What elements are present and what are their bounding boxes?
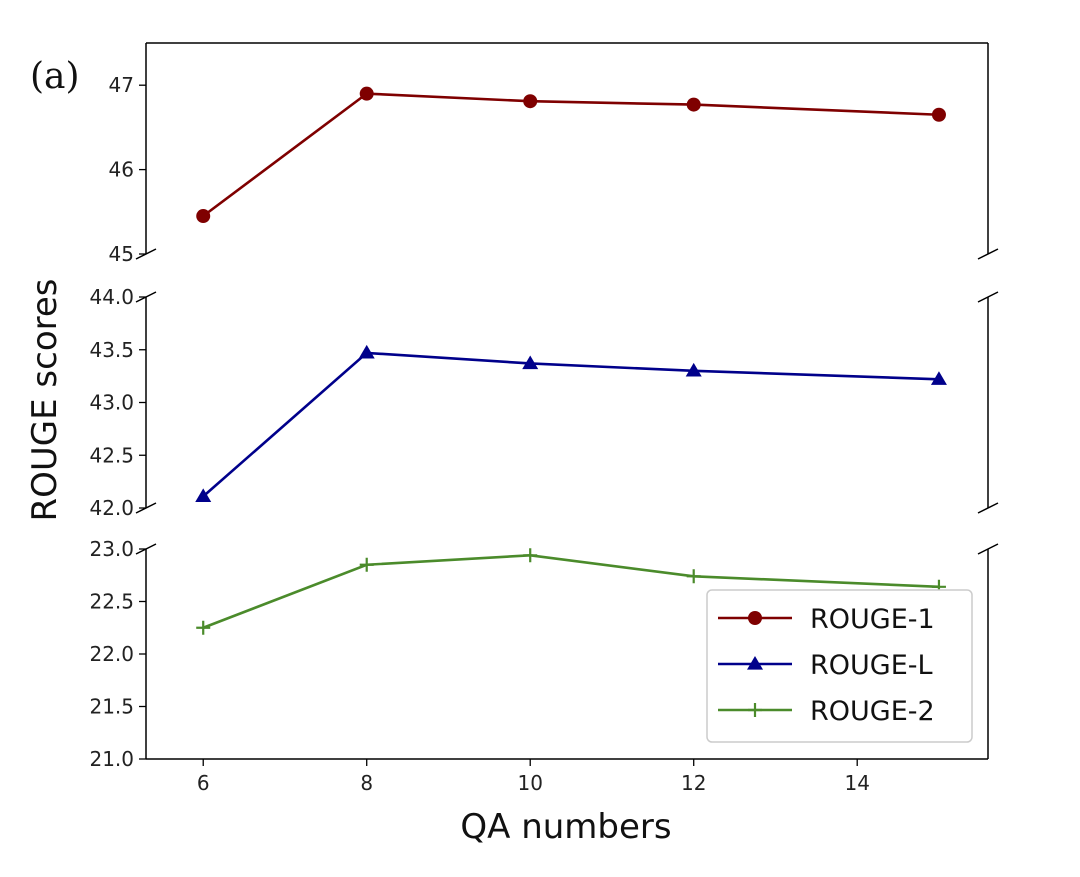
y-tick-label: 43.5 xyxy=(89,338,134,362)
data-point-rouge-1 xyxy=(686,97,701,112)
y-tick-label: 22.0 xyxy=(89,642,134,666)
data-point-rouge-l xyxy=(195,488,212,502)
x-tick-label: 6 xyxy=(197,771,210,795)
data-point-rouge-2 xyxy=(686,569,701,584)
x-tick-label: 12 xyxy=(681,771,706,795)
x-axis-title: QA numbers xyxy=(460,807,671,847)
y-tick-label: 44.0 xyxy=(89,285,134,309)
legend-marker-rouge-2 xyxy=(748,703,762,717)
y-tick-label: 42.0 xyxy=(89,496,134,520)
legend-marker-rouge-1 xyxy=(748,611,762,625)
y-tick-label: 21.0 xyxy=(89,747,134,771)
x-tick-label: 10 xyxy=(517,771,542,795)
y-tick-label: 46 xyxy=(109,158,134,182)
data-point-rouge-l xyxy=(358,344,375,359)
axis-break-mark xyxy=(977,502,999,514)
legend-label-rouge-l: ROUGE-L xyxy=(810,650,933,681)
legend: ROUGE-1 ROUGE-L ROUGE-2 xyxy=(706,589,973,743)
data-point-rouge-1 xyxy=(523,94,538,109)
data-point-rouge-1 xyxy=(931,107,946,122)
y-tick-label: 45 xyxy=(109,242,134,266)
data-point-rouge-l xyxy=(685,362,702,377)
plot-area: 45 46 47 42.0 42.5 43.0 43.5 44.0 21.0 21.5 22.0 22… xyxy=(89,42,999,795)
y-tick-label: 23.0 xyxy=(89,537,134,561)
x-tick-label: 8 xyxy=(360,771,373,795)
legend-label-rouge-1: ROUGE-1 xyxy=(810,604,935,635)
legend-label-rouge-2: ROUGE-2 xyxy=(810,696,935,727)
y-tick-label: 21.5 xyxy=(89,695,134,719)
series-line-rouge-1 xyxy=(202,92,940,218)
legend-box xyxy=(706,589,973,743)
data-point-rouge-l xyxy=(522,355,539,370)
data-point-rouge-2 xyxy=(196,620,211,635)
y-tick-label: 42.5 xyxy=(89,443,134,467)
series-line-rouge-l xyxy=(202,351,939,498)
y-tick-label: 47 xyxy=(109,73,134,97)
y-tick-label: 43.0 xyxy=(89,391,134,415)
data-point-rouge-1 xyxy=(359,86,374,101)
y-tick-label: 22.5 xyxy=(89,590,134,614)
axis-break-mark xyxy=(977,291,999,303)
data-point-rouge-1 xyxy=(196,209,211,224)
data-point-rouge-2 xyxy=(523,548,538,563)
data-point-rouge-l xyxy=(930,371,947,385)
panel-label: (a) xyxy=(30,56,80,97)
legend-marker-rouge-l xyxy=(747,656,763,670)
axis-break-mark xyxy=(977,543,999,555)
y-axis-title: ROUGE scores xyxy=(25,279,65,522)
x-tick-label: 14 xyxy=(844,771,869,795)
data-point-rouge-2 xyxy=(359,557,374,572)
axis-break-mark xyxy=(977,248,999,260)
